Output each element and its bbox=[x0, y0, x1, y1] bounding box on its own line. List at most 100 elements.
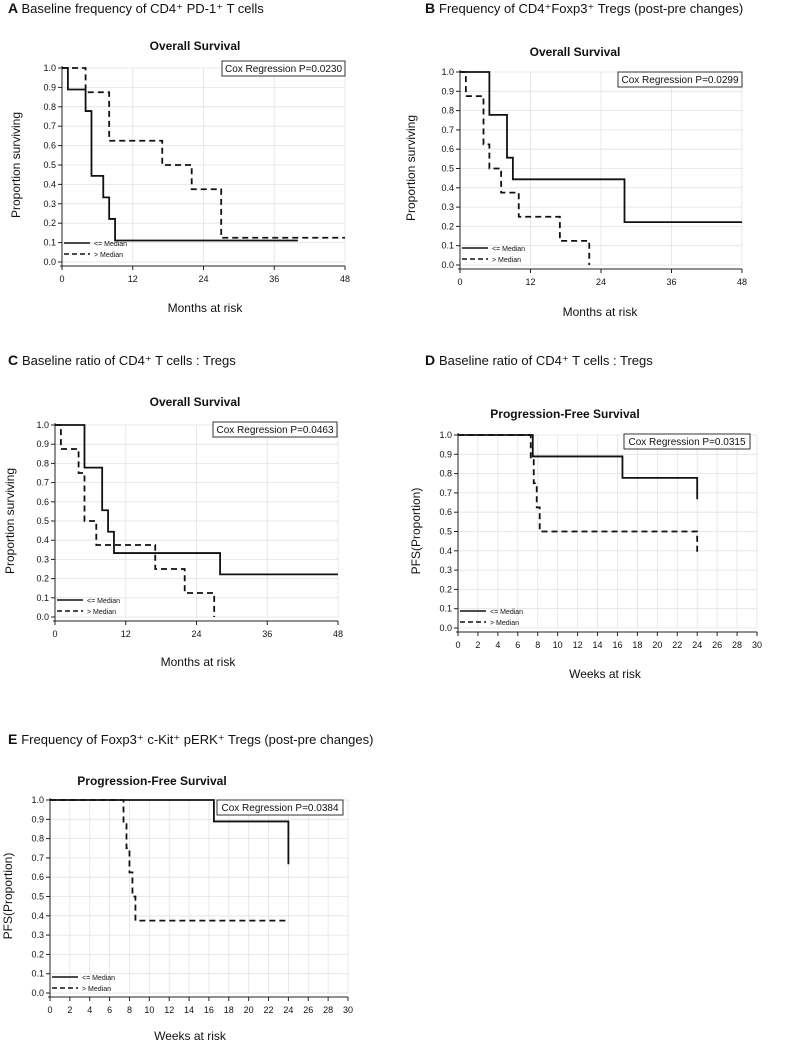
series-line-gt-median bbox=[460, 71, 591, 265]
x-tick-label: 0 bbox=[59, 274, 64, 284]
x-tick-label: 28 bbox=[323, 1005, 333, 1015]
y-tick-label: 0.9 bbox=[36, 439, 49, 449]
y-tick-label: 0.2 bbox=[441, 221, 454, 231]
x-tick-label: 8 bbox=[127, 1005, 132, 1015]
x-tick-label: 36 bbox=[269, 274, 279, 284]
y-tick-label: 1.0 bbox=[441, 67, 454, 77]
y-tick-label: 0.1 bbox=[43, 238, 56, 248]
y-tick-label: 0.8 bbox=[439, 469, 452, 479]
y-tick-label: 1.0 bbox=[36, 420, 49, 430]
panel-letter: B bbox=[425, 0, 439, 16]
x-tick-label: 6 bbox=[107, 1005, 112, 1015]
y-tick-label: 0.3 bbox=[36, 554, 49, 564]
legend: <= Median > Median bbox=[57, 598, 120, 616]
y-tick-label: 0.6 bbox=[31, 872, 44, 882]
y-tick-label: 0.8 bbox=[441, 106, 454, 116]
y-tick-label: 0.9 bbox=[439, 449, 452, 459]
x-axis-label: Weeks at risk bbox=[154, 1029, 227, 1043]
legend-label: <= Median bbox=[94, 241, 127, 248]
series-line-gt-median bbox=[62, 67, 345, 239]
y-tick-label: 0.6 bbox=[43, 141, 56, 151]
x-tick-label: 12 bbox=[525, 277, 535, 287]
legend-label: > Median bbox=[94, 252, 123, 259]
series-line-le-median bbox=[458, 434, 699, 500]
x-tick-label: 18 bbox=[224, 1005, 234, 1015]
y-tick-label: 0.1 bbox=[441, 241, 454, 251]
y-tick-label: 0.2 bbox=[31, 949, 44, 959]
x-tick-label: 12 bbox=[573, 640, 583, 650]
panel-letter: C bbox=[8, 352, 22, 368]
cox-regression-box: Cox Regression P=0.0384 bbox=[216, 799, 344, 816]
panel-heading: C Baseline ratio of CD4⁺ T cells : Tregs bbox=[8, 352, 236, 368]
legend-label: > Median bbox=[490, 620, 519, 627]
y-axis-label: Proportion surviving bbox=[3, 468, 17, 574]
cox-regression-text: Cox Regression P=0.0315 bbox=[628, 437, 745, 448]
x-tick-label: 2 bbox=[475, 640, 480, 650]
cox-regression-text: Cox Regression P=0.0463 bbox=[216, 425, 333, 436]
cox-regression-frame bbox=[221, 60, 346, 77]
x-tick-label: 20 bbox=[244, 1005, 254, 1015]
y-tick-label: 0.6 bbox=[441, 144, 454, 154]
y-tick-label: 0.2 bbox=[439, 584, 452, 594]
series-line-le-median bbox=[62, 67, 298, 242]
y-tick-label: 0.7 bbox=[43, 121, 56, 131]
gridlines bbox=[459, 71, 743, 266]
legend-label: <= Median bbox=[87, 598, 120, 605]
cox-regression-box: Cox Regression P=0.0463 bbox=[212, 421, 338, 438]
y-tick-label: 0.2 bbox=[36, 574, 49, 584]
panel-heading: A Baseline frequency of CD4⁺ PD-1⁺ T cel… bbox=[8, 0, 264, 16]
cox-regression-box: Cox Regression P=0.0299 bbox=[617, 71, 743, 88]
y-tick-label: 0.3 bbox=[43, 199, 56, 209]
x-tick-label: 22 bbox=[672, 640, 682, 650]
cox-regression-frame bbox=[216, 799, 344, 816]
y-tick-label: 0.1 bbox=[439, 604, 452, 614]
x-tick-label: 2 bbox=[67, 1005, 72, 1015]
y-tick-label: 0.7 bbox=[441, 125, 454, 135]
x-tick-label: 24 bbox=[191, 629, 201, 639]
series-line-le-median bbox=[460, 71, 742, 224]
y-tick-label: 0.8 bbox=[31, 834, 44, 844]
y-tick-label: 0.4 bbox=[43, 179, 56, 189]
y-axis-label: PFS(Proportion) bbox=[409, 488, 423, 575]
panel-letter: E bbox=[8, 731, 21, 747]
x-tick-label: 26 bbox=[303, 1005, 313, 1015]
panel-e: E Frequency of Foxp3⁺ c-Kit⁺ pERK⁺ Tregs… bbox=[1, 731, 373, 1043]
x-tick-label: 16 bbox=[612, 640, 622, 650]
y-tick-label: 0.0 bbox=[43, 257, 56, 267]
series-line-gt-median bbox=[55, 424, 216, 617]
series-line-le-median bbox=[50, 799, 290, 865]
y-tick-label: 0.9 bbox=[441, 86, 454, 96]
y-tick-label: 0.1 bbox=[31, 969, 44, 979]
cox-regression-box: Cox Regression P=0.0230 bbox=[221, 60, 346, 77]
panel-heading-text: Frequency of CD4⁺Foxp3⁺ Tregs (post-pre … bbox=[439, 1, 743, 16]
x-tick-label: 0 bbox=[52, 629, 57, 639]
panel-c: C Baseline ratio of CD4⁺ T cells : Tregs… bbox=[3, 352, 343, 669]
y-tick-label: 0.8 bbox=[43, 102, 56, 112]
y-tick-label: 0.6 bbox=[36, 497, 49, 507]
y-tick-label: 0.0 bbox=[439, 623, 452, 633]
y-axis-label: PFS(Proportion) bbox=[1, 853, 15, 940]
y-tick-label: 0.4 bbox=[439, 546, 452, 556]
x-tick-label: 28 bbox=[732, 640, 742, 650]
x-axis-label: Months at risk bbox=[168, 301, 244, 315]
x-tick-label: 6 bbox=[515, 640, 520, 650]
x-tick-label: 4 bbox=[495, 640, 500, 650]
y-tick-label: 0.0 bbox=[441, 260, 454, 270]
legend-label: > Median bbox=[87, 609, 116, 616]
x-tick-label: 0 bbox=[457, 277, 462, 287]
x-axis-label: Months at risk bbox=[161, 655, 237, 669]
panel-letter: A bbox=[8, 0, 21, 16]
y-tick-label: 1.0 bbox=[43, 63, 56, 73]
x-tick-label: 24 bbox=[198, 274, 208, 284]
series-line-gt-median bbox=[458, 434, 699, 556]
y-tick-label: 0.3 bbox=[31, 930, 44, 940]
chart-title: Progression-Free Survival bbox=[77, 774, 226, 788]
panel-heading-text: Baseline frequency of CD4⁺ PD-1⁺ T cells bbox=[21, 1, 264, 16]
x-tick-label: 24 bbox=[692, 640, 702, 650]
panel-heading: D Baseline ratio of CD4⁺ T cells : Tregs bbox=[425, 352, 653, 368]
panel-d: D Baseline ratio of CD4⁺ T cells : Tregs… bbox=[409, 352, 762, 681]
x-tick-label: 8 bbox=[535, 640, 540, 650]
chart-title: Overall Survival bbox=[530, 45, 621, 59]
y-tick-label: 0.6 bbox=[439, 507, 452, 517]
x-tick-label: 4 bbox=[87, 1005, 92, 1015]
